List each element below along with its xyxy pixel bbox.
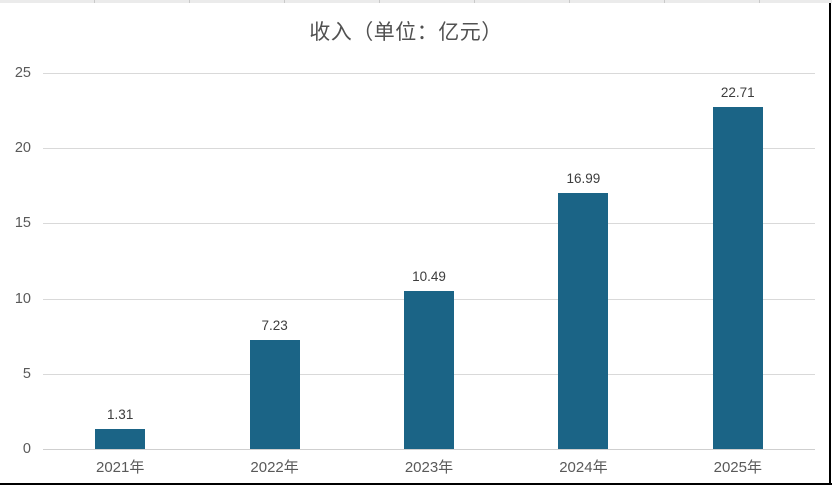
bar-slot-2025年: 22.71: [712, 73, 763, 449]
gridline-15: [43, 223, 815, 225]
chart-border-right: [829, 3, 831, 485]
plot-area: 1.31 7.23 10.49 16.99 22.71: [43, 73, 815, 450]
x-tick-label: 2023年: [404, 459, 454, 476]
bar-2025年: [712, 107, 763, 449]
gridline-0: [43, 449, 815, 450]
x-tick-label: 2025年: [713, 459, 762, 476]
bar-slot-2024年: 16.99: [558, 73, 609, 449]
y-axis-labels: 0 5 10 15 20 25: [0, 65, 31, 457]
bar-slot-2023年: 10.49: [404, 73, 454, 449]
spreadsheet-row-sliver: [0, 0, 832, 3]
bar-2023年: [404, 291, 454, 449]
bar-value-label: 7.23: [261, 318, 288, 334]
y-tick-label: 5: [22, 365, 31, 382]
bar-value-label: 10.49: [412, 269, 446, 285]
y-tick-label: 0: [22, 441, 31, 457]
y-tick-label: 25: [14, 65, 31, 81]
bar-2022年: [249, 340, 300, 449]
chart-title: 收入（单位：亿元）: [309, 21, 503, 44]
y-tick-label: 10: [14, 290, 31, 307]
y-tick-label: 20: [14, 140, 31, 157]
gridline-20: [43, 148, 815, 150]
bar-value-label: 22.71: [720, 85, 755, 101]
bar-slot-2021年: 1.31: [95, 73, 146, 449]
x-axis-labels: 2021年 2022年 2023年 2024年 2025年: [43, 449, 815, 479]
bar-2021年: [95, 429, 146, 449]
x-tick-label: 2022年: [250, 459, 299, 476]
x-tick-label: 2024年: [559, 459, 608, 476]
y-tick-label: 15: [14, 215, 31, 232]
bar-slot-2022年: 7.23: [249, 73, 300, 449]
bar-value-label: 16.99: [566, 171, 601, 187]
x-tick-label: 2021年: [96, 459, 145, 476]
bar-value-label: 1.31: [107, 407, 134, 423]
bar-2024年: [558, 193, 609, 449]
gridline-25: [43, 73, 815, 74]
chart-border-bottom: [0, 483, 832, 485]
